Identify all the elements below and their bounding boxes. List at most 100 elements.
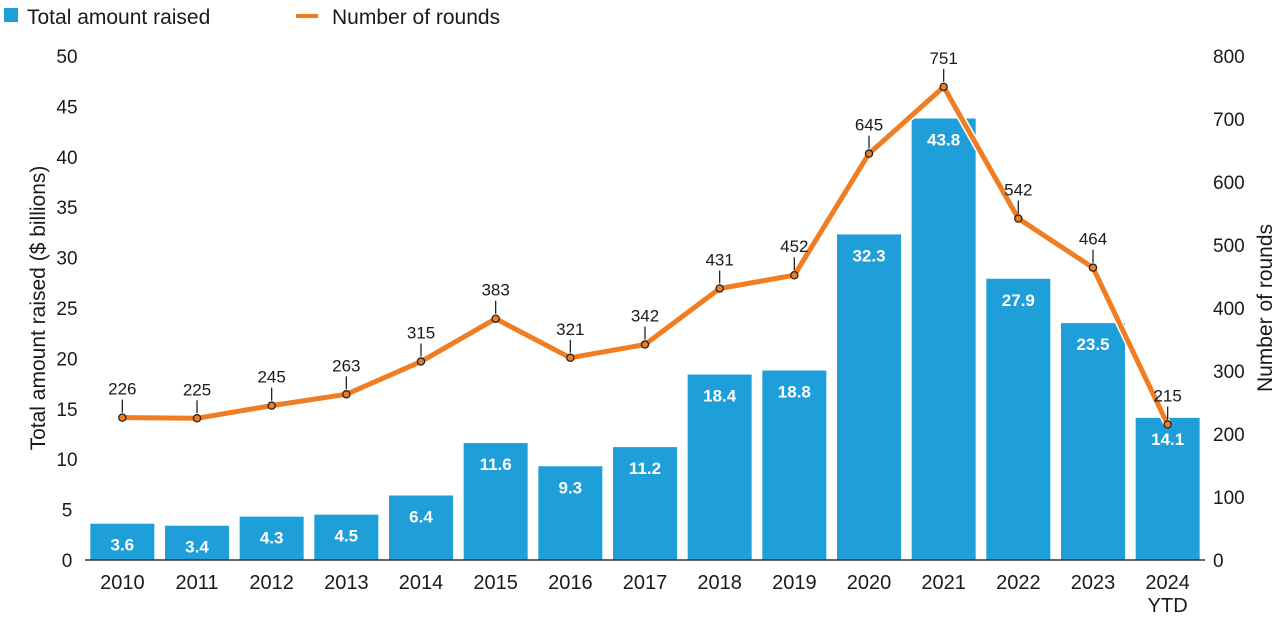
bar <box>314 514 379 560</box>
bar <box>538 466 603 560</box>
line-point-marker <box>790 270 799 280</box>
line-value-label: 245 <box>257 368 285 387</box>
y-right-tick-label: 700 <box>1213 110 1245 131</box>
y-axis-right-label: Number of rounds <box>1254 224 1277 392</box>
y-left-tick-label: 20 <box>56 349 77 370</box>
line-point-marker <box>1014 214 1023 223</box>
y-right-tick-label: 200 <box>1213 425 1245 446</box>
bar-value-label: 6.4 <box>409 507 433 526</box>
bar <box>239 516 304 560</box>
y-left-tick-label: 50 <box>56 47 77 68</box>
bar-value-label: 14.1 <box>1151 430 1184 449</box>
bar <box>986 278 1051 560</box>
x-tick-label: 2010 <box>100 572 145 594</box>
bar <box>762 370 827 560</box>
y-right-tick-label: 800 <box>1213 47 1245 68</box>
bar <box>911 118 976 560</box>
line-value-label: 263 <box>332 356 360 375</box>
line-point-marker <box>118 413 127 422</box>
line-value-label: 452 <box>780 237 808 256</box>
line-value-label: 342 <box>631 307 659 326</box>
line-point-marker <box>491 314 500 323</box>
x-tick-label: 2022 <box>996 572 1041 594</box>
x-tick-label: 2024 YTD <box>1145 572 1190 617</box>
x-tick-label: 2020 <box>847 572 892 594</box>
x-tick-label: 2011 <box>175 572 218 594</box>
bar-value-label: 9.3 <box>559 478 583 497</box>
bar-value-label: 3.6 <box>111 536 135 555</box>
bar <box>1135 417 1200 560</box>
bar <box>613 447 677 560</box>
x-tick-label: 2012 <box>249 572 294 594</box>
bar-value-label: 23.5 <box>1076 335 1109 354</box>
bar <box>463 443 528 560</box>
x-tick-label: 2023 <box>1071 572 1116 594</box>
legend-line-label: Number of rounds <box>332 6 500 29</box>
legend: Total amount raised Number of rounds <box>4 6 500 29</box>
left-axis-ticks: 0 5 10 15 20 25 30 35 40 45 50 <box>56 47 77 572</box>
legend-bar-swatch <box>4 8 18 22</box>
line-point-marker <box>939 82 948 92</box>
bar <box>1061 323 1125 560</box>
bar-value-label: 32.3 <box>852 246 885 265</box>
y-right-tick-label: 100 <box>1213 488 1245 509</box>
bar <box>837 234 901 560</box>
bar-value-label: 11.2 <box>629 459 661 478</box>
bar <box>90 523 155 560</box>
y-left-tick-label: 10 <box>56 450 77 471</box>
bar <box>389 495 453 560</box>
line-value-label: 383 <box>481 281 509 300</box>
line-point-marker <box>715 284 724 293</box>
bar-value-label: 27.9 <box>1002 291 1035 310</box>
line-value-label: 431 <box>705 250 733 269</box>
line-value-label: 751 <box>929 49 957 68</box>
y-left-tick-label: 45 <box>56 97 77 118</box>
line-point-marker <box>192 413 202 423</box>
line-point-marker <box>1163 420 1172 429</box>
y-left-tick-label: 40 <box>56 148 77 169</box>
x-tick-label: 2014 <box>399 572 444 594</box>
x-tick-label: 2016 <box>548 572 593 594</box>
y-left-tick-label: 0 <box>62 551 73 572</box>
y-left-tick-label: 35 <box>56 198 77 219</box>
bar-value-label: 4.3 <box>260 529 284 548</box>
line-value-label: 315 <box>407 324 435 343</box>
line-value-label: 215 <box>1153 387 1181 406</box>
line-value-label: 321 <box>556 320 584 339</box>
line-point-marker <box>640 340 650 349</box>
bar-value-label: 3.4 <box>185 538 209 557</box>
y-right-tick-label: 400 <box>1213 299 1245 320</box>
y-right-tick-label: 300 <box>1213 362 1245 383</box>
line-series: 226 225 245 263 315 383 321 342 431 452 645 751 542 4… <box>108 49 1182 429</box>
bar-value-label: 18.4 <box>703 387 737 406</box>
bar-series: 3.6 3.4 4.3 4.5 6.4 11.6 9.3 11.2 18.4 18.8 32.3 43… <box>90 118 1200 560</box>
x-tick-label: 2018 <box>697 572 742 594</box>
x-tick-label: 2013 <box>324 572 369 594</box>
bar-value-label: 4.5 <box>335 527 359 546</box>
y-left-tick-label: 15 <box>56 400 77 421</box>
y-left-tick-label: 5 <box>62 501 73 522</box>
x-tick-label: 2017 <box>623 572 668 594</box>
line-point-marker <box>1088 263 1098 272</box>
legend-bar-label: Total amount raised <box>27 6 210 29</box>
bar-value-label: 18.8 <box>778 382 811 401</box>
y-right-tick-label: 0 <box>1213 551 1224 572</box>
right-axis-ticks: 0 100 200 300 400 500 600 700 800 <box>1213 47 1245 572</box>
y-right-tick-label: 600 <box>1213 173 1245 194</box>
x-tick-label: 2019 <box>772 572 817 594</box>
line-value-label: 542 <box>1004 181 1032 200</box>
x-tick-label: 2021 <box>921 572 966 594</box>
bar <box>165 525 229 560</box>
line-point-marker <box>267 401 276 410</box>
line-value-label: 464 <box>1079 230 1107 249</box>
line-point-marker <box>566 353 575 363</box>
x-tick-label: 2015 <box>473 572 518 594</box>
line-point-marker <box>416 357 426 366</box>
x-axis-labels: 2010 2011 2012 2013 2014 2015 2016 2017 2018 2019… <box>100 572 1190 617</box>
y-left-tick-label: 25 <box>56 299 77 320</box>
line-value-label: 226 <box>108 380 136 399</box>
bar-value-label: 43.8 <box>927 130 960 149</box>
line-point-marker <box>342 390 351 399</box>
bar-value-label: 11.6 <box>480 455 512 474</box>
